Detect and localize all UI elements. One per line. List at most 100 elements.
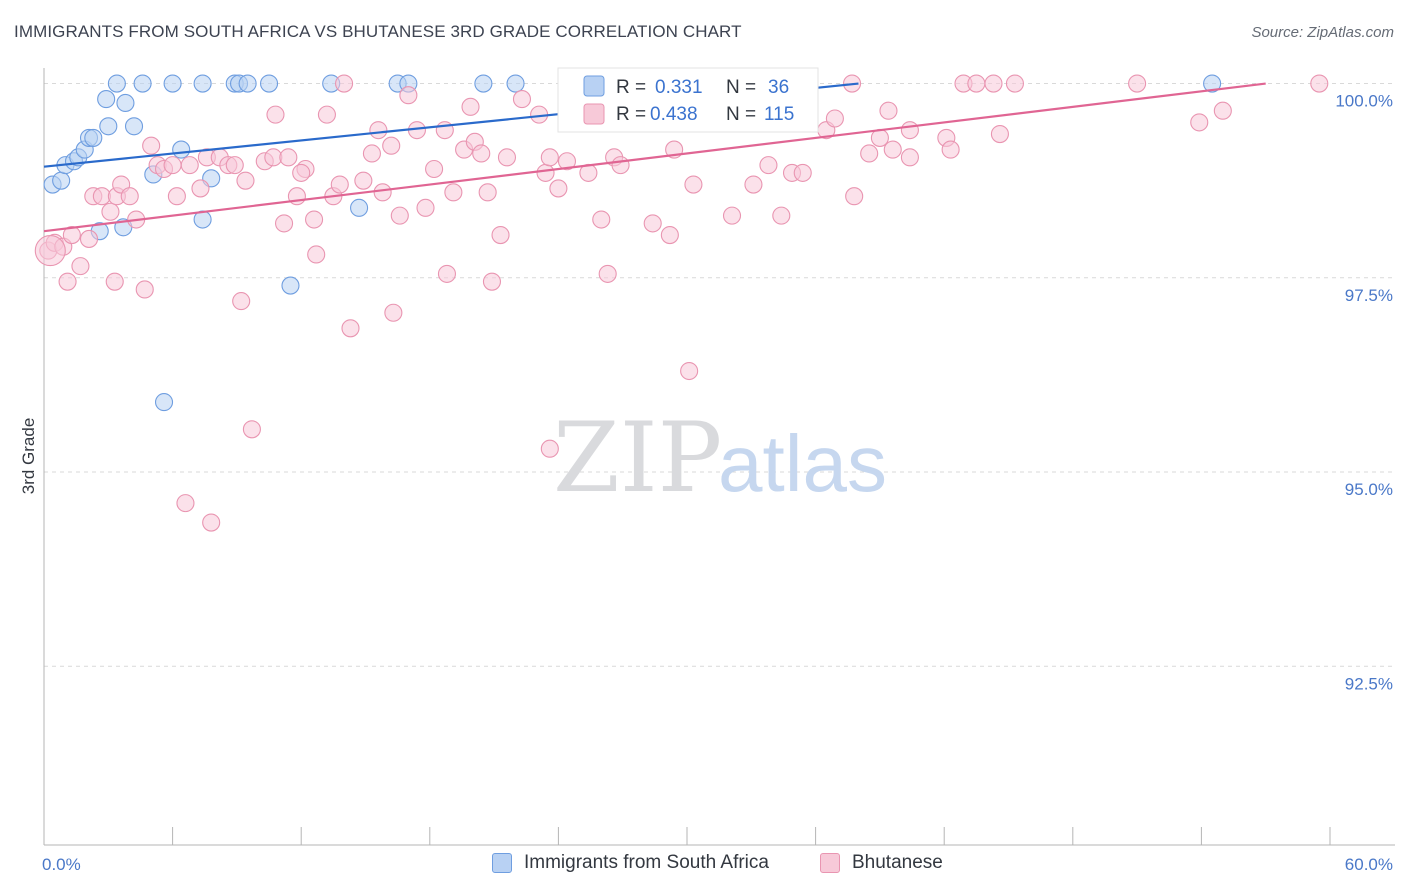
south-africa-point-1 xyxy=(52,171,71,190)
bhutanese-point-49 xyxy=(461,97,480,116)
bhutanese-point-96 xyxy=(105,272,124,291)
legend-r-value-0: 0.331 xyxy=(655,77,703,98)
south-africa-point-19 xyxy=(259,74,279,93)
south-africa-point-14 xyxy=(163,74,182,93)
bhutanese-point-55 xyxy=(512,90,532,109)
bhutanese-point-81 xyxy=(879,101,898,120)
bhutanese-point-103 xyxy=(482,272,502,291)
bhutanese-point-18 xyxy=(180,156,199,175)
bhutanese-cluster-point xyxy=(34,235,66,267)
bhutanese-point-116 xyxy=(292,163,311,182)
grid-lines xyxy=(44,83,1395,667)
bhutanese-point-112 xyxy=(176,494,195,513)
bhutanese-point-59 xyxy=(557,152,577,171)
bhutanese-point-106 xyxy=(643,214,662,233)
bhutanese-point-72 xyxy=(772,206,791,225)
x-tick-labels: 0.0% 60.0% xyxy=(42,855,1393,874)
bhutanese-point-54 xyxy=(497,148,517,167)
bhutanese-point-7 xyxy=(92,187,111,206)
bhutanese-point-91 xyxy=(1005,74,1024,93)
legend-item-south-africa: Immigrants from South Africa xyxy=(492,852,769,874)
bhutanese-point-4 xyxy=(71,257,90,276)
legend-swatch-pink xyxy=(820,853,840,873)
legend-item-bhutanese: Bhutanese xyxy=(820,852,943,874)
bhutanese-point-16 xyxy=(163,156,182,175)
bhutanese-point-39 xyxy=(373,183,392,202)
bhutanese-point-44 xyxy=(416,198,435,217)
legend-swatch-blue xyxy=(492,853,512,873)
bhutanese-point-71 xyxy=(759,156,778,175)
y-tick-label-2: 97.5% xyxy=(1345,286,1393,305)
legend-label-south-africa: Immigrants from South Africa xyxy=(524,852,769,873)
bhutanese-point-107 xyxy=(660,226,679,245)
bhutanese-point-65 xyxy=(684,175,703,194)
bhutanese-point-77 xyxy=(845,187,864,206)
bhutanese-point-88 xyxy=(967,74,986,93)
bhutanese-point-5 xyxy=(79,229,99,248)
south-africa-point-18 xyxy=(238,74,257,93)
bhutanese-point-47 xyxy=(444,183,463,202)
south-africa-point-23 xyxy=(474,74,493,93)
bhutanese-point-41 xyxy=(390,206,409,225)
south-africa-point-9 xyxy=(107,74,126,93)
south-africa-point-26 xyxy=(1203,74,1222,93)
bhutanese-point-93 xyxy=(1190,113,1209,132)
bhutanese-point-89 xyxy=(984,74,1003,93)
south-africa-point-24 xyxy=(506,74,525,93)
bhutanese-point-26 xyxy=(264,148,283,167)
south-africa-point-12 xyxy=(124,117,144,136)
chart-title: IMMIGRANTS FROM SOUTH AFRICA VS BHUTANES… xyxy=(14,22,742,41)
bhutanese-point-109 xyxy=(680,361,699,381)
bhutanese-point-79 xyxy=(860,144,879,163)
bhutanese-point-60 xyxy=(598,264,617,283)
y-tick-label-3: 100.0% xyxy=(1335,92,1393,111)
bhutanese-point-27 xyxy=(266,105,285,124)
bhutanese-point-104 xyxy=(540,148,559,167)
watermark: ZIP atlas xyxy=(553,402,887,514)
bhutanese-trend-line xyxy=(43,82,1266,233)
bhutanese-point-83 xyxy=(900,121,919,140)
bhutanese-point-19 xyxy=(191,179,210,198)
bhutanese-point-62 xyxy=(611,156,630,175)
legend-n-value-0: 36 xyxy=(768,77,789,98)
south-africa-point-8 xyxy=(97,90,116,109)
bhutanese-point-86 xyxy=(941,140,960,159)
legend-n-value-1: 115 xyxy=(764,104,794,125)
bhutanese-point-76 xyxy=(825,109,844,128)
bhutanese-point-45 xyxy=(425,159,444,179)
series-legend: Immigrants from South Africa Bhutanese xyxy=(0,852,1406,878)
bhutanese-point-98 xyxy=(232,292,251,311)
legend-swatch-south-africa xyxy=(583,75,605,97)
y-tick-label-1: 95.0% xyxy=(1345,480,1393,499)
bhutanese-point-38 xyxy=(369,121,388,140)
bhutanese-point-17 xyxy=(167,187,186,206)
bhutanese-point-8 xyxy=(101,202,120,221)
bhutanese-point-94 xyxy=(1213,101,1232,120)
watermark-atlas: atlas xyxy=(718,419,887,508)
bhutanese-point-3 xyxy=(62,226,81,245)
bhutanese-point-113 xyxy=(202,513,221,532)
south-africa-point-13 xyxy=(133,74,152,93)
bhutanese-point-99 xyxy=(275,214,294,233)
stats-legend: R = 0.331 N = 36 R = 0.438 N = 115 xyxy=(557,67,819,133)
legend-swatch-bhutanese xyxy=(583,103,605,125)
bhutanese-point-101 xyxy=(384,303,403,322)
bhutanese-point-95 xyxy=(1310,74,1329,93)
y-axis-title: 3rd Grade xyxy=(19,418,38,495)
bhutanese-point-108 xyxy=(341,319,360,338)
south-africa-point-10 xyxy=(116,93,135,113)
axes xyxy=(43,68,1395,846)
legend-r-value-1: 0.438 xyxy=(650,104,698,125)
bhutanese-point-74 xyxy=(793,163,812,182)
bhutanese-point-58 xyxy=(549,179,568,198)
legend-label-bhutanese: Bhutanese xyxy=(852,852,943,873)
legend-r-label-1: R = xyxy=(616,104,646,125)
bhutanese-point-28 xyxy=(279,148,298,167)
bhutanese-point-13 xyxy=(142,136,161,155)
bhutanese-point-92 xyxy=(1128,74,1147,93)
bhutanese-point-52 xyxy=(478,183,497,202)
chart-source: Source: ZipAtlas.com xyxy=(1251,24,1394,41)
bhutanese-point-105 xyxy=(592,210,611,229)
bhutanese-point-90 xyxy=(990,124,1009,144)
bhutanese-point-40 xyxy=(382,136,401,155)
